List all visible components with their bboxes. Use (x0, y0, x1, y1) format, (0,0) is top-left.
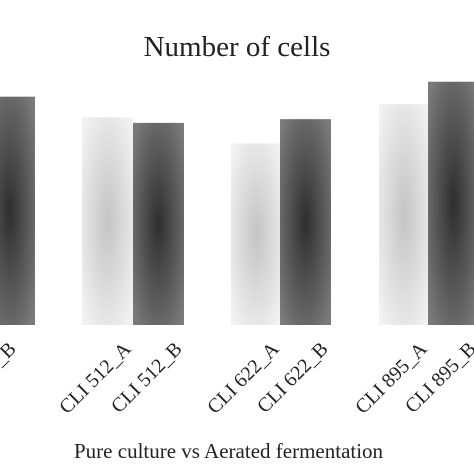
chart-title: Number of cells (144, 31, 331, 63)
bar-5 (280, 119, 331, 326)
x-axis-label: Pure culture vs Aerated fermentation (74, 439, 384, 463)
bar-4 (231, 143, 282, 325)
bar-7 (428, 81, 474, 325)
bars-group (0, 81, 474, 326)
bar-6 (379, 104, 430, 326)
bar-3 (133, 122, 184, 325)
x-tick-label: …_B (0, 338, 21, 384)
bar-1 (0, 96, 35, 325)
bar-2 (82, 117, 133, 326)
